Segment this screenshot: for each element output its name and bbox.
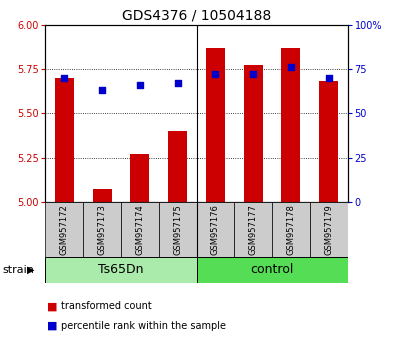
Text: transformed count: transformed count [61, 301, 152, 311]
Bar [206, 48, 225, 202]
Bar [310, 202, 348, 257]
Text: ■: ■ [47, 321, 58, 331]
Bar [159, 202, 197, 257]
Point [137, 82, 143, 88]
Bar [168, 131, 187, 202]
Point [212, 72, 218, 77]
Point [175, 80, 181, 86]
Point [61, 75, 68, 81]
Bar [45, 202, 83, 257]
Bar [121, 202, 159, 257]
Text: GSM957174: GSM957174 [135, 204, 144, 255]
Bar [244, 65, 263, 202]
Bar [234, 202, 272, 257]
Title: GDS4376 / 10504188: GDS4376 / 10504188 [122, 8, 271, 22]
Bar [272, 202, 310, 257]
Point [288, 64, 294, 70]
Text: GSM957176: GSM957176 [211, 204, 220, 255]
Text: GSM957179: GSM957179 [324, 204, 333, 255]
Bar [55, 78, 74, 202]
Bar [197, 202, 234, 257]
Bar [130, 154, 149, 202]
Text: control: control [250, 263, 294, 276]
Point [325, 75, 332, 81]
Text: strain: strain [2, 265, 34, 275]
Point [99, 87, 105, 93]
Bar [197, 257, 348, 283]
Text: ■: ■ [47, 301, 58, 311]
Text: GSM957178: GSM957178 [286, 204, 295, 255]
Text: GSM957172: GSM957172 [60, 204, 69, 255]
Bar [93, 189, 111, 202]
Bar [83, 202, 121, 257]
Bar [45, 257, 197, 283]
Point [250, 72, 256, 77]
Bar [319, 81, 338, 202]
Bar [282, 48, 300, 202]
Text: ▶: ▶ [27, 265, 34, 275]
Text: Ts65Dn: Ts65Dn [98, 263, 144, 276]
Text: GSM957173: GSM957173 [98, 204, 107, 255]
Text: GSM957177: GSM957177 [249, 204, 258, 255]
Text: percentile rank within the sample: percentile rank within the sample [61, 321, 226, 331]
Text: GSM957175: GSM957175 [173, 204, 182, 255]
